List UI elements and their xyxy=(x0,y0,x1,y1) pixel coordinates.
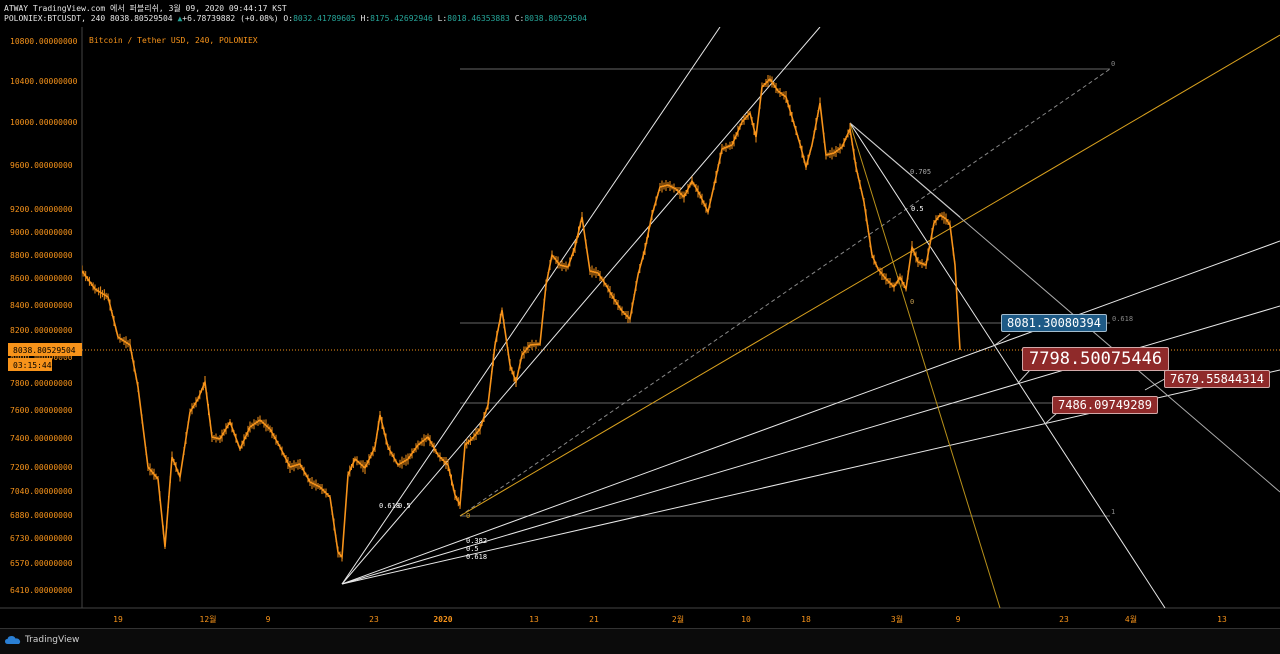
current-price-tag xyxy=(8,343,82,356)
y-tick-label: 6730.00000000 xyxy=(10,534,73,543)
last-price: 8038.80529504 xyxy=(109,14,173,23)
y-axis-ticks: 10800.00000000 10400.00000000 10000.000000… xyxy=(10,37,78,595)
chart-legend: Bitcoin / Tether USD, 240, POLONIEX xyxy=(89,36,258,45)
price-chart[interactable]: 10800.00000000 10400.00000000 10000.000000… xyxy=(0,27,1280,628)
x-tick-label: 9 xyxy=(266,615,271,624)
x-tick-label: 13 xyxy=(529,615,539,624)
y-tick-label: 9600.00000000 xyxy=(10,161,73,170)
y-tick-label: 10400.00000000 xyxy=(10,77,78,86)
x-tick-label: 2020 xyxy=(433,615,452,624)
tradingview-logo[interactable]: TradingView xyxy=(5,635,79,645)
y-tick-label: 6880.00000000 xyxy=(10,511,73,520)
x-tick-label: 21 xyxy=(589,615,599,624)
open-value: 8032.41789605 xyxy=(293,14,356,23)
fib-label-705: 0.705 xyxy=(910,168,931,176)
price-callout-red-right[interactable]: 7679.55844314 xyxy=(1164,370,1270,388)
tradingview-brand-text: TradingView xyxy=(25,635,80,645)
y-tick-label: 10800.00000000 xyxy=(10,37,78,46)
high-label: H: xyxy=(360,14,371,23)
footer-bar: TradingView xyxy=(0,628,1280,654)
top-fan-line-1[interactable] xyxy=(849,122,1166,608)
x-tick-label: 3월 xyxy=(891,614,903,624)
price-callout-blue[interactable]: 8081.30080394 xyxy=(1001,314,1107,332)
fib-label-618-right: 0.618 xyxy=(1112,315,1133,323)
x-tick-label: 4월 xyxy=(1125,614,1137,624)
fan-line-steep[interactable] xyxy=(341,27,721,585)
x-tick-label: 9 xyxy=(956,615,961,624)
y-tick-label: 8400.00000000 xyxy=(10,301,73,310)
fan-label-618: 0.618 xyxy=(466,553,487,561)
fib-label-0-mid: 0 xyxy=(910,298,914,306)
price-callout-red-lower[interactable]: 7486.09749289 xyxy=(1052,396,1158,414)
fan-label-05-a: 0.5 xyxy=(398,502,411,510)
y-tick-label: 7600.00000000 xyxy=(10,406,73,415)
close-label: C: xyxy=(514,14,525,23)
price-series-line xyxy=(82,77,961,560)
x-tick-label: 2월 xyxy=(672,614,684,624)
top-fan-line-3[interactable] xyxy=(849,122,961,218)
x-tick-label: 18 xyxy=(801,615,811,624)
close-value: 8038.80529504 xyxy=(524,14,587,23)
change-value: +6.78739882 (+0.08%) xyxy=(182,14,279,23)
y-tick-label: 8000.00000000 xyxy=(10,353,73,362)
publish-info: ATWAY TradingView.com 에서 퍼블리쉬, 3월 09, 20… xyxy=(4,4,287,13)
countdown-tag-text: 03:15:44 xyxy=(13,361,52,370)
x-tick-label: 23 xyxy=(369,615,379,624)
high-value: 8175.42692946 xyxy=(370,14,433,23)
fib-label-top-zero: 0 xyxy=(1111,60,1115,68)
header-bar: ATWAY TradingView.com 에서 퍼블리쉬, 3월 09, 20… xyxy=(0,0,1280,27)
y-tick-label: 7200.00000000 xyxy=(10,463,73,472)
open-label: O: xyxy=(283,14,294,23)
y-tick-label: 7040.00000000 xyxy=(10,487,73,496)
fan-label-05: 0.5 xyxy=(466,545,479,553)
fib-label-05: 0.5 xyxy=(911,205,924,213)
current-price-tag-text: 8038.80529504 xyxy=(13,346,76,355)
x-tick-label: 10 xyxy=(741,615,751,624)
fan-label-618-a: 0.618 xyxy=(379,502,400,510)
y-tick-label: 9200.00000000 xyxy=(10,205,73,214)
low-value: 8018.46353883 xyxy=(447,14,510,23)
x-tick-label: 12월 xyxy=(200,614,217,624)
fib-trend-dashed-line[interactable] xyxy=(459,68,1111,517)
x-tick-label: 13 xyxy=(1217,615,1227,624)
up-arrow-icon: ▲ xyxy=(177,14,183,23)
y-tick-label: 10000.00000000 xyxy=(10,118,78,127)
fan-label-382: 0.382 xyxy=(466,537,487,545)
price-callout-red-big[interactable]: 7798.50075446 xyxy=(1022,347,1170,371)
ohlc-info: POLONIEX:BTCUSDT, 240 8038.80529504 ▲+6.… xyxy=(4,14,587,23)
y-tick-label: 7800.00000000 xyxy=(10,379,73,388)
y-tick-label: 9000.00000000 xyxy=(10,228,73,237)
x-tick-label: 23 xyxy=(1059,615,1069,624)
tradingview-cloud-icon xyxy=(5,636,21,644)
low-label: L: xyxy=(437,14,448,23)
price-axis[interactable] xyxy=(0,27,82,608)
fan-label-0: 0 xyxy=(466,512,470,520)
symbol-label: POLONIEX:BTCUSDT, 240 xyxy=(4,14,106,23)
y-tick-label: 7400.00000000 xyxy=(10,434,73,443)
fib-label-1: 1 xyxy=(1111,508,1115,516)
y-tick-label: 8800.00000000 xyxy=(10,251,73,260)
x-tick-label: 19 xyxy=(113,615,123,624)
candles-group xyxy=(82,75,961,562)
orange-fan-line[interactable] xyxy=(459,34,1280,517)
countdown-tag xyxy=(8,358,52,371)
y-tick-label: 6570.00000000 xyxy=(10,559,73,568)
fan-line-382[interactable] xyxy=(341,240,1280,585)
fan-line-steep-2[interactable] xyxy=(341,27,821,585)
y-tick-label: 8200.00000000 xyxy=(10,326,73,335)
orange-fan-line-down[interactable] xyxy=(849,122,1001,608)
y-tick-label: 6410.00000000 xyxy=(10,586,73,595)
y-tick-label: 8600.00000000 xyxy=(10,274,73,283)
x-axis-ticks: 19 12월 9 23 2020 13 21 2월 10 18 3월 9 23 4월 13 xyxy=(113,614,1227,624)
